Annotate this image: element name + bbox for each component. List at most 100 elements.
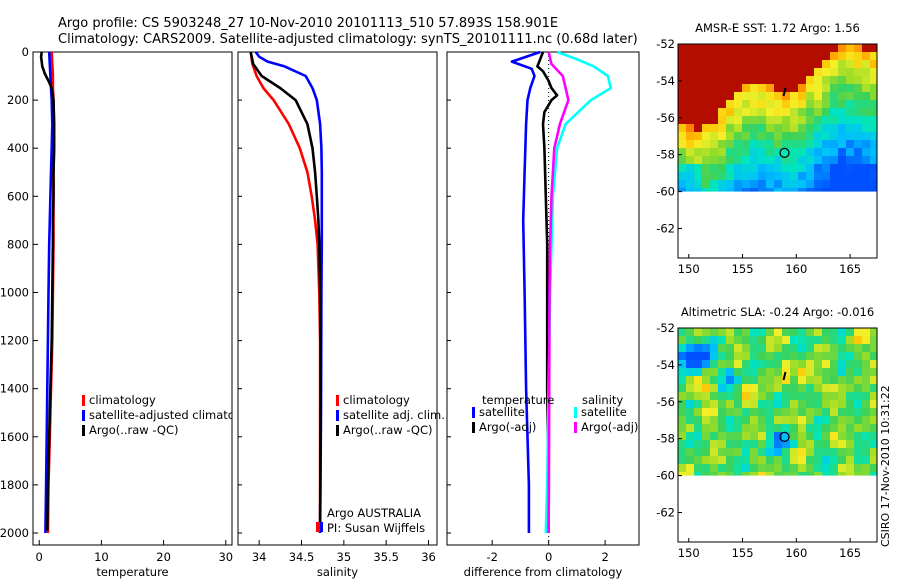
map-cell (782, 368, 790, 376)
map-field (678, 328, 877, 476)
map-cell (734, 416, 742, 424)
map-cell (766, 360, 774, 368)
map-cell (702, 180, 710, 188)
map-cell (806, 392, 814, 400)
map-cell (774, 52, 782, 60)
map-cell (758, 44, 766, 52)
map-cell (734, 44, 742, 52)
map-cell (814, 132, 822, 140)
y-tick-label: 200 (7, 93, 29, 107)
map-cell (782, 68, 790, 76)
map-cell (854, 464, 862, 472)
map-cell (742, 108, 750, 116)
map-cell (750, 424, 758, 432)
map-cell (702, 432, 710, 440)
map-cell (798, 116, 806, 124)
map-cell (846, 52, 854, 60)
map-cell (798, 156, 806, 164)
x-tick-label: 160 (785, 546, 807, 560)
map-cell (854, 336, 862, 344)
map-cell (814, 440, 822, 448)
map-cell (774, 124, 782, 132)
map-cell (758, 76, 766, 84)
map-cell (766, 100, 774, 108)
map-cell (686, 116, 694, 124)
map-cell (718, 440, 726, 448)
map-cell (734, 448, 742, 456)
map-cell (766, 344, 774, 352)
x-tick-label: 2 (601, 550, 608, 564)
map-cell (686, 156, 694, 164)
map-cell (870, 416, 877, 424)
y-tick-label: -62 (656, 505, 675, 519)
map-cell (758, 360, 766, 368)
map-cell (718, 368, 726, 376)
legend-swatch (574, 422, 577, 433)
map-cell (758, 464, 766, 472)
map-cell (862, 456, 870, 464)
map-cell (798, 108, 806, 116)
map-cell (734, 132, 742, 140)
map-cell (782, 400, 790, 408)
map-cell (862, 44, 870, 52)
map-cell (814, 328, 822, 336)
plot-frame (237, 51, 438, 546)
map-cell (846, 116, 854, 124)
series-line (536, 51, 559, 533)
map-cell (822, 416, 830, 424)
map-cell (782, 440, 790, 448)
map-cell (774, 376, 782, 384)
map-cell (798, 84, 806, 92)
map-cell (686, 344, 694, 352)
map-cell (846, 384, 854, 392)
map-cell (710, 376, 718, 384)
x-tick-label: 10 (94, 550, 109, 564)
map-cell (830, 464, 838, 472)
map-cell (758, 60, 766, 68)
map-cell (782, 464, 790, 472)
map-cell (734, 336, 742, 344)
map-cell (830, 84, 838, 92)
map-cell (718, 472, 726, 476)
map-cell (774, 148, 782, 156)
map-cell (862, 116, 870, 124)
map-cell (758, 84, 766, 92)
map-cell (774, 352, 782, 360)
map-cell (718, 76, 726, 84)
legend-label: satellite adj. clim. (343, 408, 445, 422)
map-cell (814, 352, 822, 360)
map-cell (758, 92, 766, 100)
map-cell (846, 376, 854, 384)
map-cell (702, 172, 710, 180)
map-cell (806, 432, 814, 440)
legend-group-title: salinity (582, 393, 623, 407)
map-cell (806, 456, 814, 464)
map-cell (726, 84, 734, 92)
map-cell (710, 140, 718, 148)
map-cell (694, 60, 702, 68)
map-cell (766, 416, 774, 424)
map-cell (758, 408, 766, 416)
map-cell (702, 472, 710, 476)
x-tick-label: 35.5 (373, 550, 399, 564)
map-cell (806, 92, 814, 100)
map-cell (838, 336, 846, 344)
map-cell (774, 68, 782, 76)
temperature-panel: 0 200 400 600 800 1000 1200 1400 1600 1800 2000 0 10… (0, 45, 233, 579)
map-cell (678, 456, 686, 464)
map-cell (750, 456, 758, 464)
map-cell (846, 328, 854, 336)
map-cell (782, 456, 790, 464)
map-cell (750, 84, 758, 92)
map-cell (774, 392, 782, 400)
map-cell (726, 188, 734, 192)
map-cell (726, 432, 734, 440)
legend-swatch (82, 425, 85, 436)
map-cell (862, 464, 870, 472)
map-cell (806, 140, 814, 148)
map-cell (710, 132, 718, 140)
map-cell (678, 400, 686, 408)
map-cell (822, 376, 830, 384)
map-cell (854, 108, 862, 116)
map-cell (814, 432, 822, 440)
